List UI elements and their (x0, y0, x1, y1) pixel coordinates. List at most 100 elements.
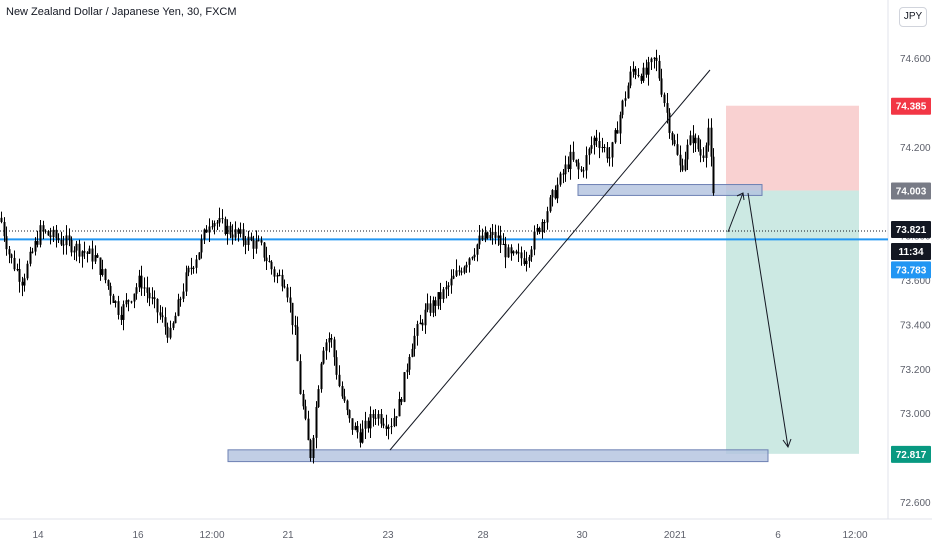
candle-body-160 (416, 324, 419, 336)
candle-body-95 (247, 236, 250, 245)
candle-body-153 (398, 399, 401, 417)
candle-body-217 (564, 164, 567, 175)
candlestick-series (0, 49, 715, 464)
candle-body-102 (265, 257, 268, 262)
take-profit-zone[interactable] (726, 190, 859, 454)
candle-body-132 (343, 396, 346, 401)
ascending-trendline[interactable] (389, 69, 711, 451)
candle-body-52 (135, 287, 138, 294)
candle-body-109 (283, 286, 286, 288)
candle-body-207 (538, 227, 541, 233)
candle-body-261 (679, 154, 682, 166)
candle-body-111 (289, 297, 292, 303)
candle-body-237 (616, 130, 619, 134)
candle-body-202 (525, 260, 528, 265)
candle-body-130 (338, 374, 341, 387)
candle-body-187 (486, 232, 489, 239)
demand-zone-box[interactable] (227, 449, 769, 463)
candle-body-270 (702, 155, 705, 158)
candle-body-108 (281, 274, 284, 287)
candle-body-233 (606, 147, 609, 159)
candle-body-118 (307, 418, 310, 441)
candle-body-5 (13, 257, 16, 270)
x-tick-6: 30 (576, 530, 588, 541)
candle-body-142 (369, 413, 372, 429)
x-tick-9: 12:00 (842, 530, 867, 541)
projection-arrow-up[interactable] (727, 192, 745, 233)
candle-body-156 (406, 369, 409, 373)
candle-body-28 (73, 250, 76, 253)
price-tag-last-price-bg (891, 220, 931, 238)
candle-body-99 (257, 240, 260, 242)
candle-body-228 (593, 137, 596, 146)
price-tag-take-profit: 72.817 (896, 450, 927, 461)
x-tick-4: 23 (382, 530, 394, 541)
candle-body-243 (632, 68, 635, 72)
candle-body-166 (432, 300, 435, 313)
candle-body-104 (270, 261, 273, 270)
candle-body-61 (159, 312, 162, 316)
candle-body-147 (382, 423, 385, 426)
candle-body-271 (705, 145, 708, 158)
candle-body-67 (174, 315, 177, 324)
y-tick-0: 74.600 (900, 54, 931, 65)
resistance-zone-box[interactable] (577, 184, 763, 196)
candle-body-83 (216, 222, 219, 224)
candle-body-164 (426, 303, 429, 310)
candle-body-184 (478, 235, 481, 245)
candle-body-78 (203, 229, 206, 240)
candle-body-106 (276, 275, 279, 277)
currency-badge[interactable]: JPY (899, 7, 927, 27)
candle-body-242 (629, 71, 632, 86)
candle-body-6 (16, 269, 19, 271)
candle-body-69 (179, 298, 182, 300)
countdown-tag: 11:34 (898, 247, 923, 258)
candle-body-268 (697, 137, 700, 150)
candle-body-247 (642, 67, 645, 81)
candle-body-150 (390, 426, 393, 428)
stop-loss-zone[interactable] (726, 105, 859, 191)
candle-body-178 (463, 267, 466, 273)
price-tag-support-bg (891, 261, 931, 279)
candle-body-39 (101, 269, 104, 275)
candle-body-176 (458, 270, 461, 272)
candle-body-124 (322, 350, 325, 364)
candle-body-22 (57, 238, 60, 241)
candle-body-171 (445, 287, 448, 290)
candle-body-206 (536, 227, 539, 232)
candle-body-113 (294, 325, 297, 327)
y-tick-10: 72.600 (900, 498, 931, 509)
candle-body-8 (21, 281, 24, 286)
candle-body-204 (530, 249, 533, 258)
candle-body-251 (653, 57, 656, 59)
countdown-tag-bg (891, 242, 931, 260)
candle-body-100 (260, 240, 263, 243)
candle-body-126 (328, 338, 331, 343)
candle-body-93 (242, 229, 245, 241)
candle-body-231 (601, 146, 604, 148)
candle-body-264 (686, 144, 689, 160)
candle-body-35 (91, 248, 94, 262)
candle-body-135 (351, 418, 354, 430)
candle-body-119 (309, 440, 312, 459)
candle-body-240 (624, 98, 627, 101)
candle-body-144 (374, 417, 377, 419)
y-tick-7: 73.200 (900, 365, 931, 376)
candle-body-40 (104, 269, 107, 281)
candle-body-216 (562, 173, 565, 175)
candle-body-55 (143, 287, 146, 289)
candle-body-227 (590, 145, 593, 149)
candle-body-241 (627, 85, 630, 99)
candle-body-161 (419, 322, 422, 325)
candle-body-253 (658, 60, 661, 79)
candle-body-63 (164, 317, 167, 327)
candle-body-273 (710, 127, 713, 157)
candle-body-248 (645, 67, 648, 75)
candle-body-129 (335, 357, 338, 375)
candle-body-167 (434, 300, 437, 306)
candle-body-198 (515, 251, 518, 254)
projection-arrow-down[interactable] (747, 192, 792, 449)
candle-body-81 (211, 226, 214, 228)
x-tick-2: 12:00 (199, 530, 224, 541)
